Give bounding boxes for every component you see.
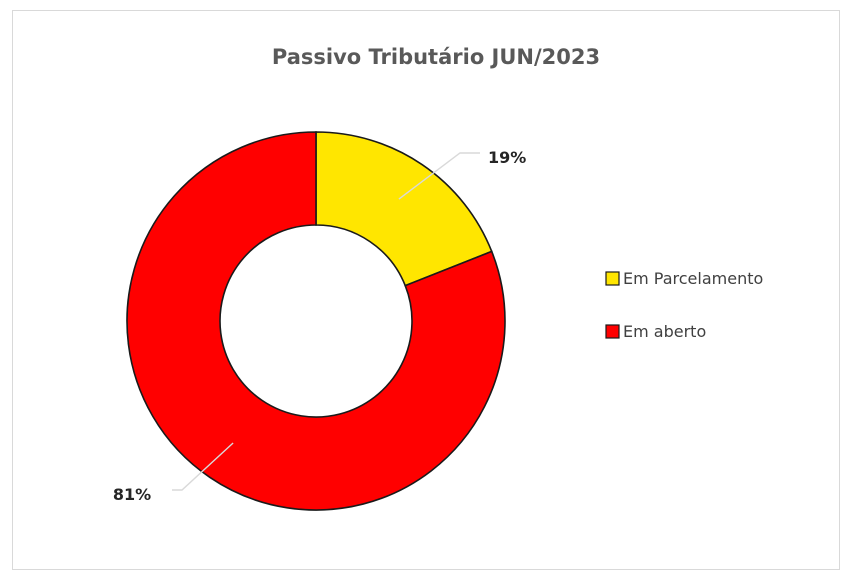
chart-title: Passivo Tributário JUN/2023 [272,45,600,69]
leader-line-0 [398,152,480,200]
donut-slices [126,131,506,511]
leader-line-1 [172,442,234,491]
data-labels: 19% 81% [113,148,526,504]
legend-swatch-0 [605,271,620,286]
data-label-em-parcelamento: 19% [488,148,526,167]
leader-lines [172,152,480,491]
legend-swatch-1 [605,324,620,339]
legend-label-0: Em Parcelamento [623,269,763,288]
slice-em-aberto [126,131,506,511]
legend: Em Parcelamento Em aberto [605,269,763,341]
legend-label-1: Em aberto [623,322,706,341]
slice-em-parcelamento [315,131,493,287]
data-label-em-aberto: 81% [113,485,151,504]
